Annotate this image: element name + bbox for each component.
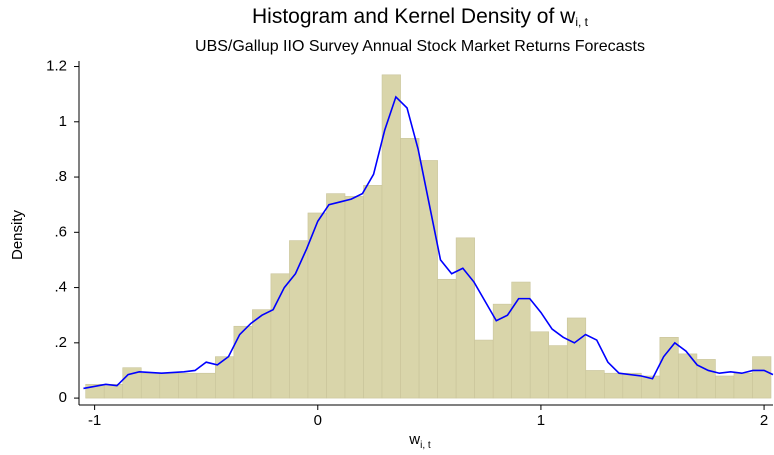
- bar: [400, 138, 420, 399]
- y-tick-label: 1.2: [46, 57, 67, 74]
- bar: [252, 309, 272, 399]
- bar: [548, 345, 568, 399]
- y-tick-label: .6: [54, 223, 67, 240]
- bar: [752, 356, 772, 399]
- x-label-subscript: i, t: [420, 440, 431, 451]
- x-label-text: w: [408, 431, 420, 448]
- chart-subtitle: UBS/Gallup IIO Survey Annual Stock Marke…: [195, 38, 645, 55]
- y-axis-label: Density: [9, 209, 26, 260]
- y-tick-label: .2: [54, 334, 67, 351]
- bar: [215, 356, 235, 399]
- title-text: Histogram and Kernel Density of w: [252, 5, 576, 28]
- bar: [511, 281, 531, 399]
- y-tick-label: .4: [54, 279, 67, 296]
- x-tick-label: 2: [760, 412, 768, 429]
- chart-title: Histogram and Kernel Density of wi, t: [252, 5, 589, 30]
- bar: [344, 196, 364, 399]
- bar: [140, 372, 161, 399]
- bar: [196, 372, 216, 399]
- bar: [585, 370, 605, 399]
- bar: [363, 185, 383, 399]
- y-tick-label: 1: [59, 113, 67, 130]
- bar: [474, 339, 494, 399]
- bar: [622, 372, 642, 399]
- bar: [715, 375, 735, 399]
- bar: [641, 375, 661, 399]
- bar: [178, 372, 198, 399]
- title-subscript: i, t: [575, 15, 588, 29]
- bar: [270, 273, 290, 399]
- bar: [659, 337, 679, 399]
- x-tick-label: 0: [314, 412, 322, 429]
- y-tick-label: 0: [59, 389, 67, 406]
- bar: [159, 372, 179, 399]
- bar: [326, 193, 346, 399]
- bar: [529, 331, 550, 399]
- bar: [733, 372, 753, 399]
- x-tick-label: -1: [88, 412, 101, 429]
- x-tick-label: 1: [537, 412, 545, 429]
- y-tick-label: .8: [54, 168, 67, 185]
- bar: [289, 240, 309, 399]
- bar: [696, 359, 716, 399]
- bar: [233, 325, 253, 399]
- density-line: [83, 95, 774, 390]
- bar: [381, 74, 401, 399]
- bar: [437, 278, 457, 399]
- x-axis-label: wi, t: [408, 431, 431, 451]
- bar: [566, 317, 587, 399]
- bar: [603, 372, 624, 399]
- bar: [103, 383, 124, 399]
- bar: [455, 237, 475, 399]
